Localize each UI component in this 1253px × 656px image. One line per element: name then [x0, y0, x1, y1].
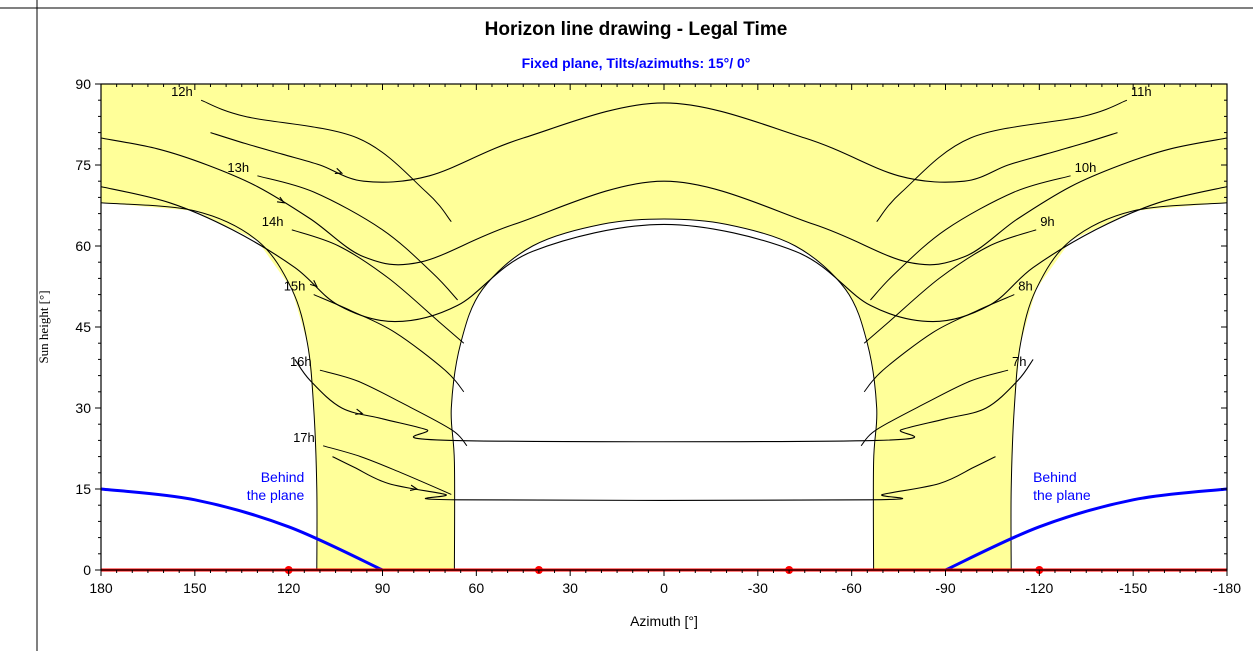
hour-line-11h [876, 99, 1128, 223]
hour-line-7h [860, 369, 1009, 447]
x-tick-label: 30 [562, 580, 578, 596]
hour-label-12h: 12h [171, 84, 193, 99]
x-tick-label: -30 [748, 580, 768, 596]
chart-subtitle: Fixed plane, Tilts/azimuths: 15°/ 0° [522, 55, 751, 71]
sun-path-arrow-2 [276, 196, 286, 204]
x-tick-label: 0 [660, 580, 668, 596]
low-sun-region [451, 219, 877, 570]
x-tick-label: 60 [469, 580, 485, 596]
hour-label-13h: 13h [227, 160, 249, 175]
x-axis-label: Azimuth [°] [630, 613, 698, 629]
x-tick-label: 120 [277, 580, 301, 596]
hour-label-10h: 10h [1075, 160, 1097, 175]
behind-plane-label-1: Behind [261, 469, 305, 485]
sun-path-arrow-5 [409, 484, 419, 491]
behind-plane-line-2 [944, 487, 1228, 572]
y-tick-label: 0 [83, 562, 91, 578]
hour-line-10h [870, 175, 1071, 301]
sun-zone-edge-left [100, 202, 318, 571]
hour-line-13h [257, 175, 458, 301]
hour-label-8h: 8h [1018, 279, 1032, 294]
sun-zone-edge-right [1010, 202, 1228, 571]
hour-line-8h [863, 294, 1015, 393]
x-tick-label: -180 [1213, 580, 1241, 596]
hour-line-9h [863, 229, 1037, 344]
sun-path-4 [294, 359, 1034, 443]
sun-zone-edge-arch [450, 218, 878, 571]
y-tick-label: 15 [75, 481, 91, 497]
sun-path-1 [210, 102, 1118, 183]
y-tick-label: 30 [75, 400, 91, 416]
sun-path-arrow-3 [309, 279, 318, 288]
behind-plane-line-1 [100, 487, 384, 572]
x-tick-label: -120 [1025, 580, 1053, 596]
y-tick-label: 75 [75, 157, 91, 173]
sun-path-arrow-1 [334, 167, 344, 174]
x-tick-label: 180 [89, 580, 113, 596]
y-tick-label: 45 [75, 319, 91, 335]
hour-label-16h: 16h [290, 354, 312, 369]
behind-plane-label-2: the plane [1033, 487, 1091, 503]
x-tick-label: 90 [375, 580, 391, 596]
x-tick-label: -60 [842, 580, 862, 596]
sun-path-2 [100, 137, 1228, 266]
hour-line-16h [319, 369, 468, 447]
hour-label-14h: 14h [262, 214, 284, 229]
x-tick-label: -150 [1119, 580, 1147, 596]
behind-plane-region-right [1011, 202, 1227, 571]
sun-path-arrow-4 [355, 408, 364, 415]
hour-line-14h [291, 229, 465, 344]
y-tick-label: 90 [75, 76, 91, 92]
y-tick-label: 60 [75, 238, 91, 254]
sun-path-5 [332, 456, 996, 502]
plot-area: 12h 13h 14h 15h 16h 17h 11h 10h 9h 8h 7h Behind the … [75, 76, 1241, 596]
behind-plane-region-left [101, 202, 317, 571]
hour-label-7h: 7h [1012, 354, 1026, 369]
hour-line-15h [313, 294, 465, 393]
y-axis-label: Sun height [°] [36, 290, 51, 363]
chart-title: Horizon line drawing - Legal Time [485, 19, 788, 40]
x-tick-label: -90 [935, 580, 955, 596]
hour-label-11h: 11h [1131, 84, 1152, 99]
hour-line-17h [322, 445, 452, 495]
behind-plane-label-1: the plane [247, 487, 305, 503]
x-tick-label: 150 [183, 580, 207, 596]
hour-label-15h: 15h [284, 279, 306, 294]
hour-line-12h [200, 99, 452, 223]
behind-plane-label-2: Behind [1033, 469, 1077, 485]
hour-label-9h: 9h [1040, 214, 1054, 229]
sun-path-3 [100, 186, 1228, 323]
hour-label-17h: 17h [293, 430, 315, 445]
